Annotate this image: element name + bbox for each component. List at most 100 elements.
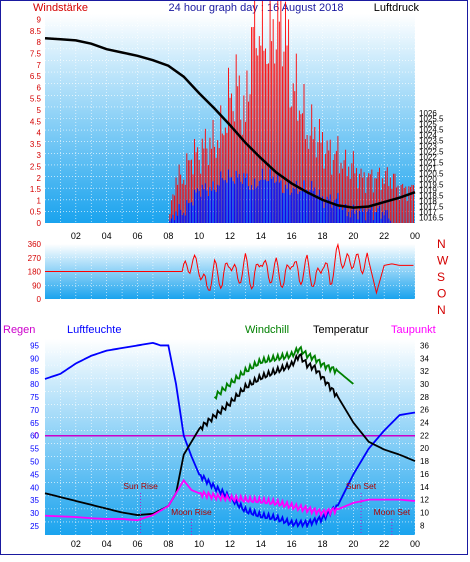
wind-y-tick: 3 <box>37 151 42 160</box>
wind-y-tick: 4 <box>37 129 42 138</box>
humidity-y-tick: 50 <box>30 458 39 467</box>
pressure-y-tick: 1019 <box>419 186 437 195</box>
compass-label: N <box>437 237 446 251</box>
temperature-y-tick: 10 <box>420 509 429 518</box>
pressure-series <box>44 36 416 209</box>
temperature-y-tick: 18 <box>420 457 429 466</box>
pressure-y-tick: 1017 <box>419 208 437 217</box>
x-tick-label: 14 <box>256 231 266 241</box>
pressure-y-tick: 1022 <box>419 153 437 162</box>
humidity-y-tick: 95 <box>30 341 39 350</box>
pressure-y-tick: 1018.5 <box>419 192 444 201</box>
temperature-y-tick: 14 <box>420 483 429 492</box>
pressure-y-tick: 1023 <box>419 142 437 151</box>
sun-moon-annotations: Sun Rise Moon Rise Sun Set Moon Set <box>123 481 411 535</box>
x-tick-label: 14 <box>256 539 266 549</box>
wind-y-tick: 3.5 <box>30 140 42 149</box>
temperature-panel <box>45 339 415 535</box>
humidity-y-tick: 90 <box>30 354 39 363</box>
pressure-y-tick: 1021.5 <box>419 159 444 168</box>
x-tick-label: 16 <box>287 539 297 549</box>
x-tick-label: 18 <box>317 231 327 241</box>
wind-direction-series <box>45 242 414 295</box>
humidity-y-tick: 40 <box>30 483 39 492</box>
direction-y-tick: 180 <box>28 268 42 277</box>
direction-y-tick: 90 <box>32 281 41 290</box>
direction-y-tick: 0 <box>37 295 42 304</box>
wind-y-tick: 8.5 <box>30 27 42 36</box>
legend-humidity: Luftfeuchte <box>67 324 121 336</box>
temperature-y-tick: 12 <box>420 496 429 505</box>
pressure-y-tick: 1018 <box>419 197 437 206</box>
humidity-y-tick: 65 <box>30 419 39 428</box>
x-tick-label: 00 <box>410 231 420 241</box>
pressure-y-tick: 1019.5 <box>419 181 444 190</box>
temperature-y-tick: 8 <box>420 521 425 530</box>
wind-y-tick: 9 <box>37 16 42 25</box>
dewpoint-series <box>44 478 416 522</box>
pressure-y-tick: 1023.5 <box>419 137 444 146</box>
wind-y-tick: 5 <box>37 106 42 115</box>
wind-y-tick: 6.5 <box>30 72 42 81</box>
temperature-y-tick: 30 <box>420 380 429 389</box>
x-tick-label: 16 <box>287 231 297 241</box>
humidity-y-tick: 85 <box>30 367 39 376</box>
pressure-y-tick: 1025 <box>419 120 437 129</box>
direction-y-tick: 270 <box>28 254 42 263</box>
annotation-label: Moon Rise <box>171 507 212 517</box>
humidity-y-tick: 45 <box>30 470 39 479</box>
legend-dewpoint: Taupunkt <box>391 324 436 336</box>
legend-windchill: Windchill <box>245 324 289 336</box>
temperature-y-tick: 34 <box>420 354 429 363</box>
pressure-y-tick: 1026 <box>419 109 437 118</box>
wind-y-tick: 8 <box>37 38 42 47</box>
rain-label: Regen <box>3 324 35 336</box>
temperature-panel-ticks: 25 30 35 40 45 50 55 60 65 70 75 80 85 90 95 8 10 12 14 16 1… <box>30 341 429 549</box>
compass-label: O <box>437 287 446 301</box>
wind-y-tick: 1.5 <box>30 185 42 194</box>
x-tick-label: 06 <box>132 539 142 549</box>
humidity-y-tick: 25 <box>30 522 39 531</box>
pressure-y-tick: 1021 <box>419 164 437 173</box>
wind-y-tick: 4.5 <box>30 117 42 126</box>
wind-y-tick: 7 <box>37 61 42 70</box>
x-tick-label: 12 <box>225 539 235 549</box>
direction-y-tick: 360 <box>28 240 42 249</box>
pressure-y-tick: 1020.5 <box>419 170 444 179</box>
pressure-y-tick: 1016.5 <box>419 214 444 223</box>
pressure-y-tick: 1024.5 <box>419 126 444 135</box>
wind-y-tick: 0 <box>37 219 42 228</box>
humidity-y-tick: 35 <box>30 496 39 505</box>
wind-y-tick: 1 <box>37 196 42 205</box>
wind-y-tick: 7.5 <box>30 50 42 59</box>
compass-label: S <box>437 270 445 284</box>
x-tick-label: 12 <box>225 231 235 241</box>
wind-series <box>169 168 391 223</box>
humidity-y-tick: 70 <box>30 406 39 415</box>
x-tick-label: 20 <box>348 231 358 241</box>
x-tick-label: 04 <box>102 231 112 241</box>
x-tick-label: 06 <box>132 231 142 241</box>
pressure-y-tick: 1017.5 <box>419 203 444 212</box>
x-tick-label: 02 <box>71 231 81 241</box>
annotation-label: Sun Rise <box>123 481 158 491</box>
wind-y-tick: 2 <box>37 174 42 183</box>
pressure-y-tick: 1025.5 <box>419 115 444 124</box>
x-tick-label: 10 <box>194 539 204 549</box>
pressure-y-tick: 1020 <box>419 175 437 184</box>
x-tick-label: 08 <box>163 231 173 241</box>
temperature-y-tick: 24 <box>420 419 429 428</box>
temperature-series <box>44 352 416 516</box>
wind-axis-title: Windstärke <box>33 2 88 14</box>
temperature-y-tick: 26 <box>420 406 429 415</box>
humidity-y-tick: 55 <box>30 445 39 454</box>
compass-label: W <box>437 254 449 268</box>
pressure-axis-title: Luftdruck <box>374 2 420 14</box>
rain-zero-label: 0 <box>34 431 39 441</box>
x-tick-label: 00 <box>410 539 420 549</box>
temperature-y-tick: 22 <box>420 431 429 440</box>
x-tick-label: 20 <box>348 539 358 549</box>
graph-title: 24 hour graph day : 16 August 2018 <box>169 2 344 14</box>
